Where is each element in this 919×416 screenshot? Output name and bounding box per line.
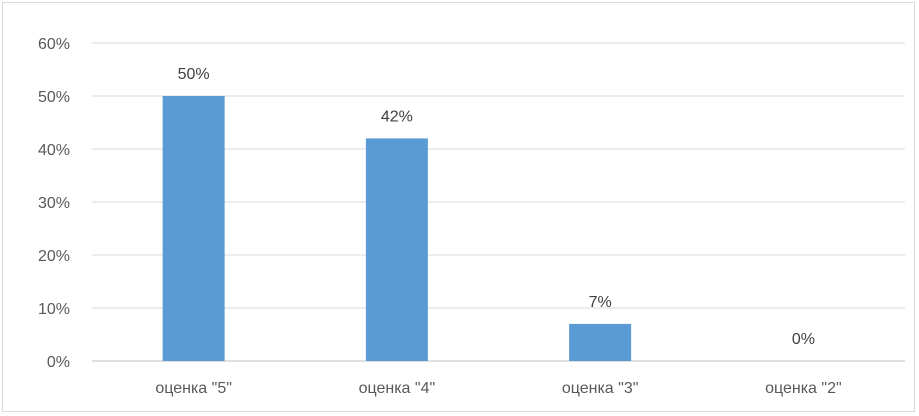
gridlines bbox=[92, 42, 905, 362]
category-label: оценка "2" bbox=[765, 380, 842, 397]
category-label: оценка "5" bbox=[155, 380, 232, 397]
bars bbox=[162, 96, 632, 361]
bar bbox=[162, 96, 225, 361]
data-label: 50% bbox=[178, 66, 210, 83]
data-labels: 50% 42% 7% 0% bbox=[178, 66, 815, 348]
data-label: 42% bbox=[381, 108, 413, 125]
y-tick-label: 40% bbox=[38, 142, 70, 159]
y-tick-label: 50% bbox=[38, 89, 70, 106]
bar bbox=[569, 323, 632, 361]
chart-frame bbox=[2, 2, 915, 412]
category-label: оценка "4" bbox=[359, 380, 436, 397]
y-tick-label: 20% bbox=[38, 248, 70, 265]
y-axis-tick-labels: 0% 10% 20% 30% 40% 50% 60% bbox=[38, 36, 70, 371]
y-tick-label: 10% bbox=[38, 301, 70, 318]
x-axis-category-labels: оценка "5" оценка "4" оценка "3" оценка "2" bbox=[155, 380, 841, 397]
y-tick-label: 60% bbox=[38, 36, 70, 53]
y-tick-label: 30% bbox=[38, 195, 70, 212]
data-label: 7% bbox=[589, 294, 612, 311]
y-tick-label: 0% bbox=[47, 354, 70, 371]
bar bbox=[365, 138, 428, 361]
category-label: оценка "3" bbox=[562, 380, 639, 397]
data-label: 0% bbox=[792, 331, 815, 348]
